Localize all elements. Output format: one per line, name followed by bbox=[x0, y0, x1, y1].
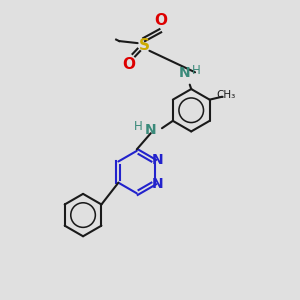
Text: N: N bbox=[145, 123, 157, 137]
Text: N: N bbox=[152, 153, 164, 167]
Text: H: H bbox=[134, 120, 143, 133]
Text: S: S bbox=[139, 38, 150, 53]
Text: N: N bbox=[178, 66, 190, 80]
Text: O: O bbox=[122, 57, 135, 72]
Text: H: H bbox=[192, 64, 201, 77]
Text: CH₃: CH₃ bbox=[216, 90, 236, 100]
Text: O: O bbox=[154, 13, 167, 28]
Text: N: N bbox=[152, 177, 164, 191]
